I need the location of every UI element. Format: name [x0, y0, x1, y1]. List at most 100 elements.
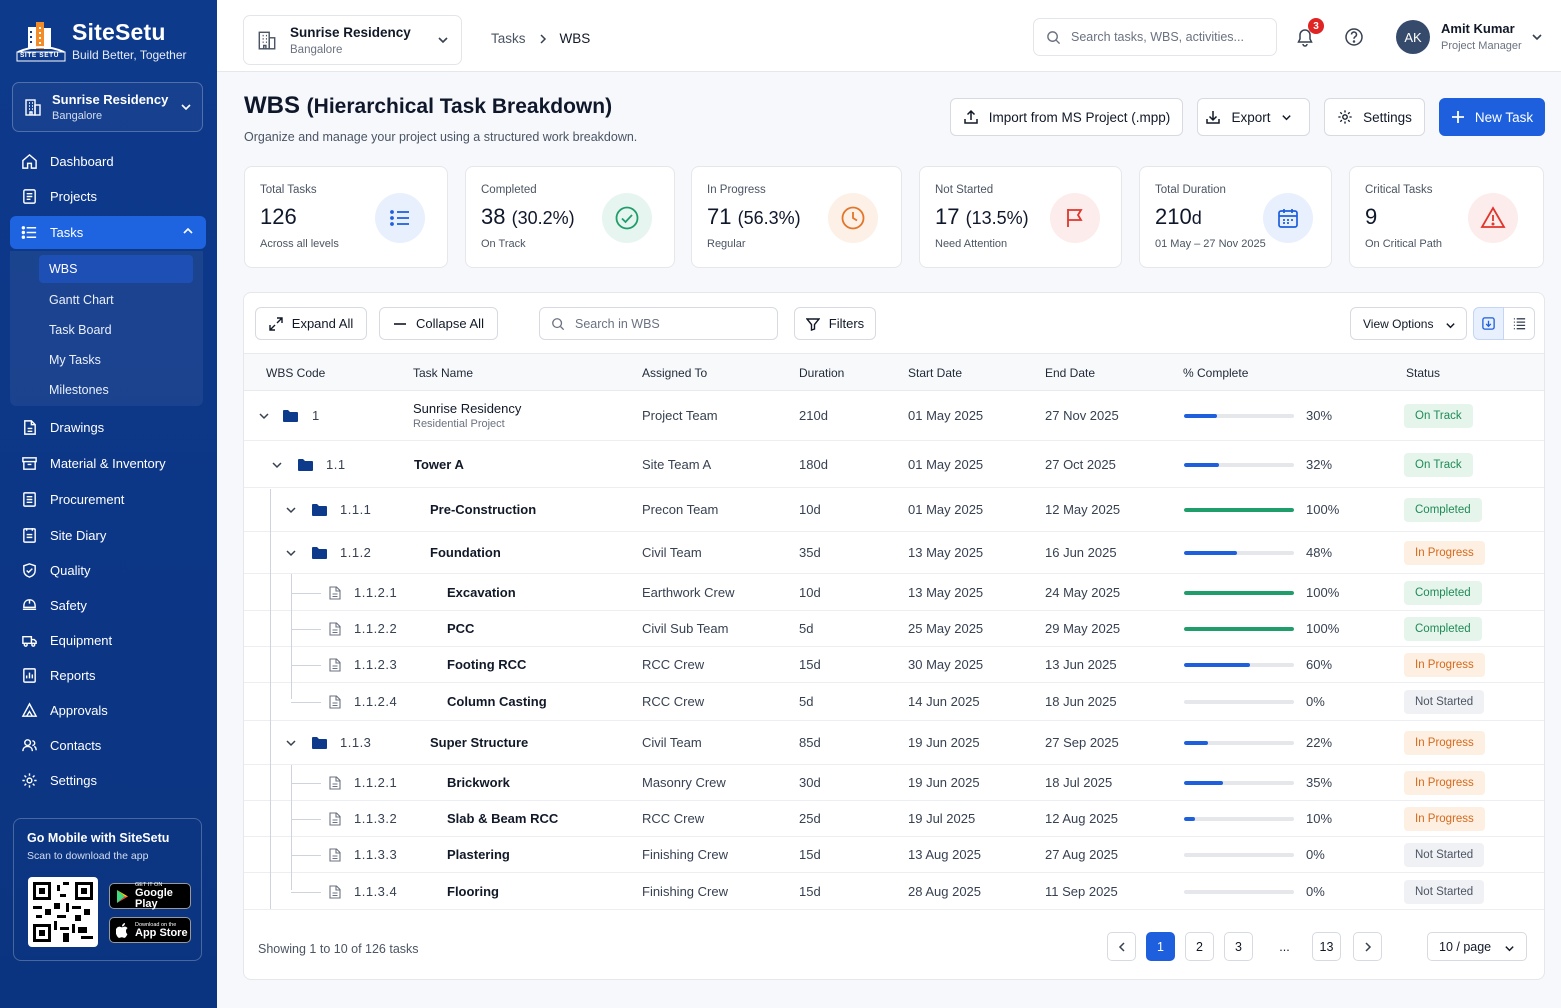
pagination-page-3[interactable]: 3: [1224, 932, 1253, 961]
sidebar-item-settings[interactable]: Settings: [10, 764, 206, 797]
assigned-to: Civil Team: [642, 735, 702, 750]
col-wbs-code[interactable]: WBS Code: [266, 366, 326, 380]
table-row[interactable]: 1.1.2.1 Brickwork Masonry Crew 30d 19 Jun 20…: [244, 765, 1544, 801]
view-options-select[interactable]: View Options: [1350, 307, 1467, 340]
chevron-down-icon[interactable]: [285, 504, 297, 516]
table-row[interactable]: 1.1.3 Super Structure Civil Team 85d 19 Jun …: [244, 721, 1544, 765]
task-name-cell[interactable]: PCC: [447, 621, 474, 636]
sidebar-item-site-diary[interactable]: Site Diary: [10, 519, 206, 552]
sidebar-project-switcher[interactable]: Sunrise Residency Bangalore: [12, 82, 203, 132]
sidebar-item-projects[interactable]: Projects: [10, 180, 206, 213]
chevron-down-icon[interactable]: [1531, 31, 1543, 43]
table-row[interactable]: 1.1.2.3 Footing RCC RCC Crew 15d 30 May 2025…: [244, 647, 1544, 683]
per-page-select[interactable]: 10 / page: [1427, 932, 1527, 961]
table-row[interactable]: 1.1 Tower A Site Team A 180d 01 May 2025 27 O…: [244, 441, 1544, 488]
pagination-next-button[interactable]: [1353, 932, 1382, 961]
assigned-to: Project Team: [642, 408, 718, 423]
sidebar-item-safety[interactable]: Safety: [10, 589, 206, 622]
stat-percent: (13.5%): [965, 208, 1029, 228]
breadcrumb-tasks[interactable]: Tasks: [491, 31, 526, 46]
col-percent-complete[interactable]: % Complete: [1183, 366, 1249, 380]
pagination-page-1[interactable]: 1: [1146, 932, 1175, 961]
user-menu[interactable]: Amit Kumar Project Manager: [1441, 21, 1522, 52]
table-row[interactable]: 1.1.2.2 PCC Civil Sub Team 5d 25 May 2025 29 …: [244, 611, 1544, 647]
subnav-milestones[interactable]: Milestones: [49, 383, 109, 397]
app-store-button[interactable]: Download on the App Store: [109, 917, 191, 943]
bell-icon[interactable]: [1295, 27, 1315, 47]
task-name-cell[interactable]: Plastering: [447, 847, 510, 862]
start-date: 01 May 2025: [908, 502, 984, 517]
list-view-toggle[interactable]: [1504, 307, 1535, 340]
task-name-cell[interactable]: Column Casting: [447, 694, 547, 709]
project-selector[interactable]: Sunrise Residency Bangalore: [243, 15, 462, 65]
tree-view-toggle[interactable]: [1473, 307, 1504, 340]
table-row[interactable]: 1.1.1 Pre-Construction Precon Team 10d 01 Ma…: [244, 488, 1544, 532]
subnav-task-board[interactable]: Task Board: [49, 323, 112, 337]
table-row[interactable]: 1.1.2.1 Excavation Earthwork Crew 10d 13 May…: [244, 574, 1544, 611]
sidebar-item-dashboard[interactable]: Dashboard: [10, 145, 206, 178]
subnav-gantt-chart[interactable]: Gantt Chart: [49, 293, 114, 307]
start-date: 30 May 2025: [908, 657, 984, 672]
google-play-button[interactable]: GET IT ON Google Play: [109, 882, 191, 910]
task-name-cell[interactable]: Super Structure: [430, 735, 528, 750]
chevron-down-icon[interactable]: [285, 547, 297, 559]
chevron-down-icon[interactable]: [258, 410, 270, 422]
import-mpp-button[interactable]: Import from MS Project (.mpp): [950, 98, 1183, 136]
export-button[interactable]: Export: [1197, 98, 1310, 136]
task-name-cell[interactable]: Pre-Construction: [430, 502, 536, 517]
table-row[interactable]: 1 Sunrise Residency Residential Project Pro…: [244, 391, 1544, 441]
sidebar-item-approvals[interactable]: Approvals: [10, 694, 206, 727]
brand[interactable]: SITE SETU SiteSetu Build Better, Togethe…: [14, 18, 187, 62]
pagination-page-13[interactable]: 13: [1312, 932, 1341, 961]
col-assigned-to[interactable]: Assigned To: [642, 366, 708, 380]
new-task-button[interactable]: New Task: [1439, 98, 1545, 136]
task-name-cell[interactable]: Sunrise Residency Residential Project: [413, 401, 521, 430]
col-start-date[interactable]: Start Date: [908, 366, 963, 380]
task-name-cell[interactable]: Foundation: [430, 545, 501, 560]
pagination-page-2[interactable]: 2: [1185, 932, 1214, 961]
task-name-cell[interactable]: Excavation: [447, 585, 516, 600]
col-task-name[interactable]: Task Name: [413, 366, 474, 380]
building-icon: [23, 97, 43, 117]
subnav-my-tasks[interactable]: My Tasks: [49, 353, 101, 367]
task-name-cell[interactable]: Footing RCC: [447, 657, 526, 672]
sidebar-item-quality[interactable]: Quality: [10, 554, 206, 587]
col-status[interactable]: Status: [1406, 366, 1441, 380]
task-name-cell[interactable]: Flooring: [447, 884, 499, 899]
global-search-input[interactable]: Search tasks, WBS, activities...: [1033, 18, 1277, 56]
stat-number: 38: [481, 204, 506, 229]
sidebar-item-equipment[interactable]: Equipment: [10, 624, 206, 657]
settings-button[interactable]: Settings: [1324, 98, 1425, 136]
table-row[interactable]: 1.1.3.2 Slab & Beam RCC RCC Crew 25d 19 Jul …: [244, 801, 1544, 837]
task-name-cell[interactable]: Brickwork: [447, 775, 510, 790]
table-row[interactable]: 1.1.2 Foundation Civil Team 35d 13 May 2025 1…: [244, 532, 1544, 574]
sidebar-item-tasks[interactable]: Tasks: [10, 216, 206, 249]
stat-card-total-tasks: Total Tasks 126 Across all levels: [244, 166, 448, 268]
avatar[interactable]: AK: [1396, 20, 1430, 54]
wbs-search-input[interactable]: Search in WBS: [539, 307, 778, 340]
filters-button[interactable]: Filters: [794, 307, 876, 340]
task-name-cell[interactable]: Tower A: [414, 457, 464, 472]
table-row[interactable]: 1.1.2.4 Column Casting RCC Crew 5d 14 Jun 20…: [244, 683, 1544, 721]
help-icon[interactable]: [1344, 27, 1364, 47]
pagination-prev-button[interactable]: [1107, 932, 1136, 961]
sidebar-item-contacts[interactable]: Contacts: [10, 729, 206, 762]
col-end-date[interactable]: End Date: [1045, 366, 1096, 380]
sidebar-item-drawings[interactable]: Drawings: [10, 411, 206, 444]
collapse-all-button[interactable]: Collapse All: [379, 307, 498, 340]
task-name: Super Structure: [430, 735, 529, 750]
calendar-icon: [1263, 193, 1313, 243]
sidebar-item-material-inventory[interactable]: Material & Inventory: [10, 447, 206, 480]
col-duration[interactable]: Duration: [799, 366, 845, 380]
task-name-cell[interactable]: Slab & Beam RCC: [447, 811, 558, 826]
subnav-wbs[interactable]: WBS: [39, 255, 193, 283]
expand-all-button[interactable]: Expand All: [255, 307, 367, 340]
sidebar-item-reports[interactable]: Reports: [10, 659, 206, 692]
table-row[interactable]: 1.1.3.4 Flooring Finishing Crew 15d 28 Aug 2…: [244, 873, 1544, 910]
chevron-down-icon[interactable]: [271, 459, 283, 471]
table-row[interactable]: 1.1.3.3 Plastering Finishing Crew 15d 13 Aug…: [244, 837, 1544, 873]
chevron-down-icon[interactable]: [285, 737, 297, 749]
progress-fill: [1184, 508, 1294, 512]
status-badge: In Progress: [1404, 541, 1485, 565]
sidebar-item-procurement[interactable]: Procurement: [10, 483, 206, 516]
